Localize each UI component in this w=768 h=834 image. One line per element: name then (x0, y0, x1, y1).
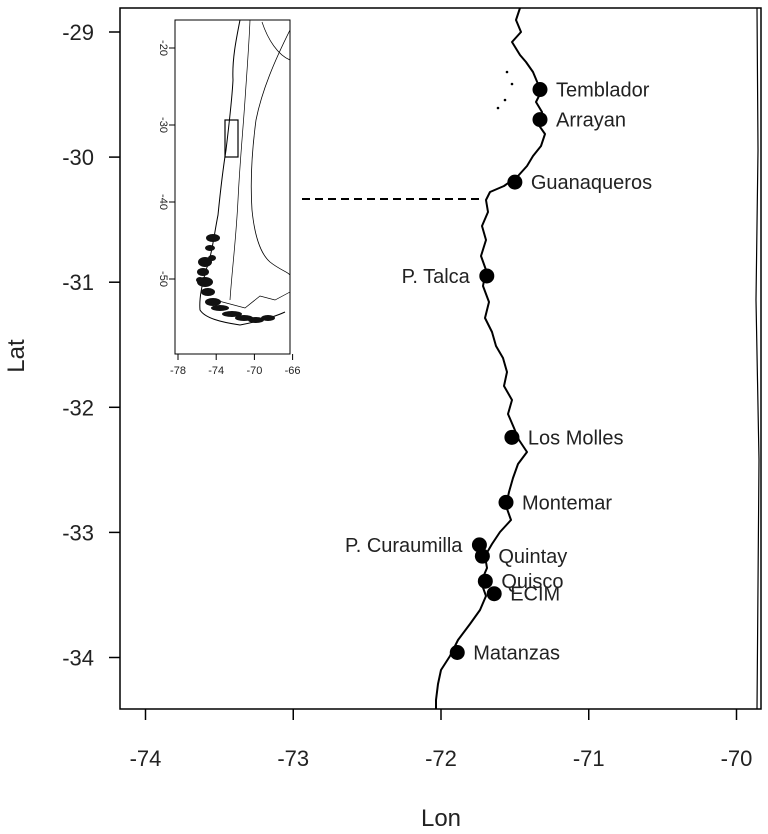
site-temblador: Temblador (532, 80, 650, 102)
inset-x-tick-label: -70 (246, 365, 262, 377)
site-quintay: Quintay (474, 546, 567, 568)
site-marker (532, 112, 548, 128)
inset-x-tick-label: -74 (208, 365, 224, 377)
site-marker (449, 644, 465, 660)
y-tick-label: -30 (62, 145, 94, 170)
site-marker (504, 429, 520, 445)
inset-y-axis: -20 -30 -40 -50 (157, 40, 175, 287)
y-tick-label: -29 (62, 20, 94, 45)
site-label: P. Talca (402, 266, 471, 288)
site-label: Montemar (522, 492, 612, 514)
x-tick-label: -74 (130, 746, 162, 771)
site-marker (507, 174, 523, 190)
site-label: Matanzas (473, 642, 560, 664)
site-ecim: ECIM (486, 584, 560, 606)
site-los-molles: Los Molles (504, 427, 624, 449)
y-tick-label: -33 (62, 520, 94, 545)
inset-south-america-outline (196, 19, 291, 326)
x-axis: -74 -73 -72 -71 -70 (130, 709, 753, 771)
inset-y-tick-label: -20 (157, 40, 169, 56)
inset-y-tick-label: -50 (157, 271, 169, 287)
y-tick-label: -31 (62, 270, 94, 295)
site-label: Guanaqueros (531, 172, 652, 194)
site-label: ECIM (510, 584, 560, 606)
inset-study-area-box (224, 119, 239, 158)
site-marker (532, 82, 548, 98)
inset-map: -78 -74 -70 -66 -20 -30 -40 -50 (157, 19, 301, 377)
site-label: Arrayan (556, 110, 626, 132)
x-tick-label: -72 (425, 746, 457, 771)
site-label: Temblador (556, 80, 650, 102)
inset-x-tick-label: -66 (285, 365, 301, 377)
site-label: Quisco (501, 571, 563, 593)
x-tick-label: -71 (573, 746, 605, 771)
site-marker (498, 494, 514, 510)
inset-y-tick-label: -30 (157, 117, 169, 133)
x-tick-label: -70 (721, 746, 753, 771)
site-matanzas: Matanzas (449, 642, 560, 664)
y-tick-label: -32 (62, 395, 94, 420)
site-p-talca: P. Talca (402, 266, 495, 288)
site-marker (486, 586, 502, 602)
x-tick-label: -73 (277, 746, 309, 771)
site-marker (479, 268, 495, 284)
inset-x-axis: -78 -74 -70 -66 (170, 354, 301, 377)
site-label: Quintay (498, 546, 567, 568)
y-tick-label: -34 (62, 646, 94, 671)
site-marker (471, 537, 487, 553)
inset-x-tick-label: -78 (170, 365, 186, 377)
y-axis-label: Lat (3, 339, 30, 373)
site-quisco: Quisco (477, 571, 564, 593)
site-label: Los Molles (528, 427, 624, 449)
x-axis-label: Lon (421, 805, 461, 832)
inset-y-tick-label: -40 (157, 194, 169, 210)
site-label: P. Curaumilla (345, 535, 463, 557)
site-guanaqueros: Guanaqueros (507, 172, 652, 194)
site-markers: Temblador Arrayan Guanaqueros P. Talca Los M… (345, 80, 652, 665)
site-marker (474, 548, 490, 564)
site-p-curaumilla: P. Curaumilla (345, 535, 487, 557)
site-montemar: Montemar (498, 492, 612, 514)
site-marker (477, 573, 493, 589)
y-axis: -29 -30 -31 -32 -33 -34 (62, 20, 120, 671)
site-arrayan: Arrayan (532, 110, 626, 132)
